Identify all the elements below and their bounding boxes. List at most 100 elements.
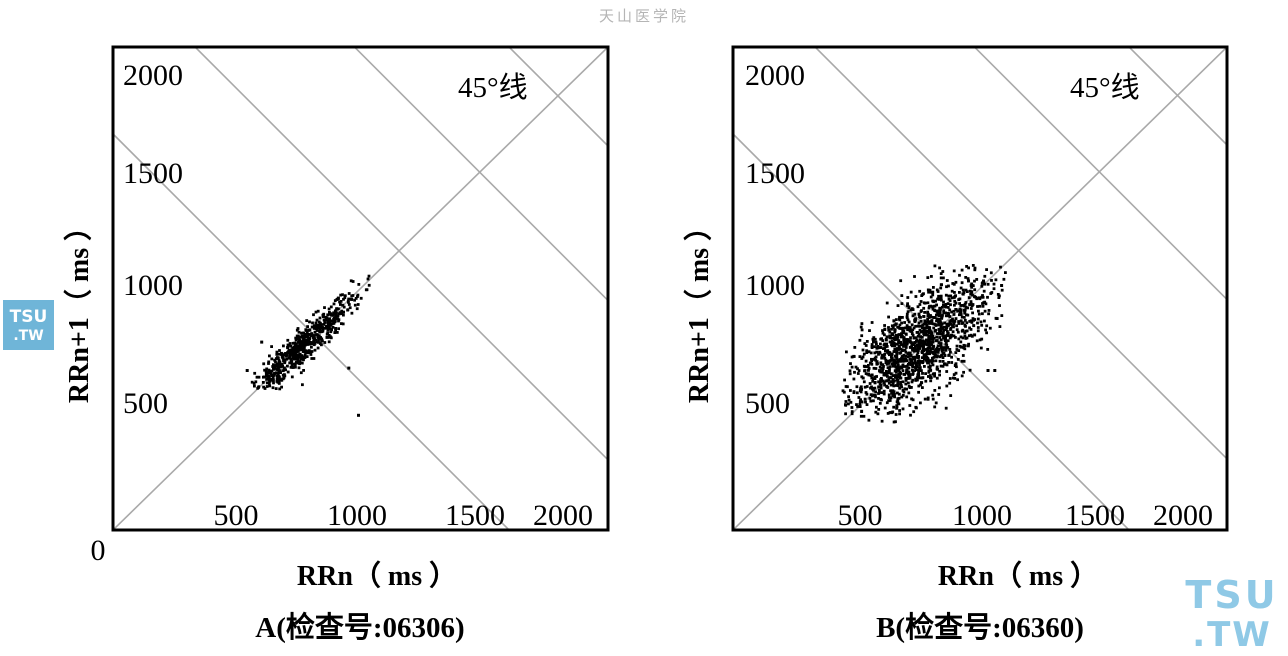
- data-point: [289, 344, 293, 348]
- data-point: [884, 358, 888, 362]
- data-point: [844, 400, 848, 403]
- identity-line-45deg: [113, 47, 608, 530]
- data-point: [960, 329, 964, 333]
- data-point: [897, 333, 901, 336]
- data-point: [976, 305, 979, 308]
- data-point: [905, 368, 909, 371]
- data-point: [933, 304, 937, 308]
- data-point: [931, 397, 935, 401]
- data-point: [849, 400, 853, 404]
- data-point: [870, 376, 874, 380]
- x-tick-label: 500: [214, 499, 259, 532]
- data-point: [938, 331, 942, 335]
- data-point: [949, 322, 953, 326]
- data-point: [895, 347, 899, 350]
- data-point: [888, 330, 892, 334]
- data-point: [315, 329, 319, 332]
- data-point: [954, 308, 958, 311]
- data-point: [894, 318, 898, 321]
- data-point: [870, 373, 874, 377]
- data-point: [929, 347, 933, 351]
- data-point: [937, 322, 940, 326]
- data-point: [878, 365, 882, 369]
- data-point: [962, 304, 966, 308]
- data-point: [924, 322, 928, 326]
- data-point: [926, 357, 930, 361]
- data-point: [919, 300, 923, 303]
- plot-area: [733, 47, 1227, 530]
- data-point: [879, 346, 882, 349]
- data-point: [899, 382, 902, 386]
- data-point: [943, 353, 947, 357]
- data-point: [922, 347, 925, 351]
- data-point: [875, 405, 878, 409]
- data-point: [265, 373, 269, 377]
- data-point: [304, 349, 308, 353]
- data-point: [952, 322, 956, 326]
- data-point: [892, 319, 896, 323]
- data-point: [927, 331, 931, 335]
- data-point: [951, 282, 955, 285]
- data-point: [311, 341, 314, 345]
- data-point: [871, 377, 875, 381]
- data-point: [913, 319, 916, 322]
- data-point: [919, 324, 923, 328]
- data-point: [963, 344, 967, 348]
- data-point: [941, 331, 945, 335]
- data-point: [885, 345, 889, 348]
- data-point: [923, 326, 926, 330]
- data-point: [902, 357, 906, 361]
- data-point: [296, 344, 300, 348]
- data-point: [907, 362, 911, 365]
- data-point: [887, 381, 891, 385]
- data-point: [322, 315, 325, 319]
- data-point: [970, 321, 974, 324]
- data-point: [862, 414, 866, 418]
- data-point: [938, 306, 942, 310]
- data-point: [924, 372, 927, 375]
- data-point: [931, 356, 934, 360]
- data-point: [915, 338, 919, 342]
- data-point: [878, 388, 881, 392]
- data-point: [968, 303, 971, 306]
- data-point: [327, 322, 331, 326]
- data-point: [938, 369, 941, 373]
- data-point: [931, 340, 935, 344]
- data-point: [292, 346, 296, 350]
- data-point: [954, 351, 958, 354]
- data-point: [274, 364, 278, 368]
- data-point: [297, 330, 301, 334]
- data-point: [323, 341, 327, 344]
- data-point: [969, 328, 973, 331]
- data-point: [917, 384, 921, 388]
- data-point: [946, 324, 950, 328]
- data-point: [884, 349, 887, 353]
- data-point: [320, 330, 323, 334]
- data-point: [843, 378, 846, 382]
- data-point: [300, 331, 303, 335]
- data-point: [896, 335, 900, 339]
- data-point: [859, 390, 863, 394]
- data-point: [860, 334, 864, 338]
- data-point: [958, 302, 961, 305]
- tsu-logo: TSU .TW: [3, 300, 54, 350]
- data-point: [964, 301, 968, 304]
- chart-panel: 500 1000 1500 2000 500 1000 1500 2000 45°线 RRn（ m…: [62, 45, 610, 644]
- data-point: [944, 314, 948, 318]
- data-point: [348, 306, 352, 310]
- data-point: [254, 380, 258, 384]
- data-point: [929, 369, 932, 372]
- data-point: [316, 346, 320, 350]
- data-point: [877, 380, 880, 384]
- data-point: [959, 319, 963, 323]
- data-point: [870, 343, 874, 346]
- data-point: [992, 282, 996, 286]
- data-point: [316, 335, 320, 339]
- data-point: [909, 413, 912, 417]
- data-point: [303, 340, 307, 344]
- data-point: [967, 342, 970, 346]
- data-point: [926, 340, 929, 344]
- data-point: [848, 372, 852, 376]
- data-point: [989, 271, 993, 275]
- iso-sum-line: [1127, 47, 1227, 147]
